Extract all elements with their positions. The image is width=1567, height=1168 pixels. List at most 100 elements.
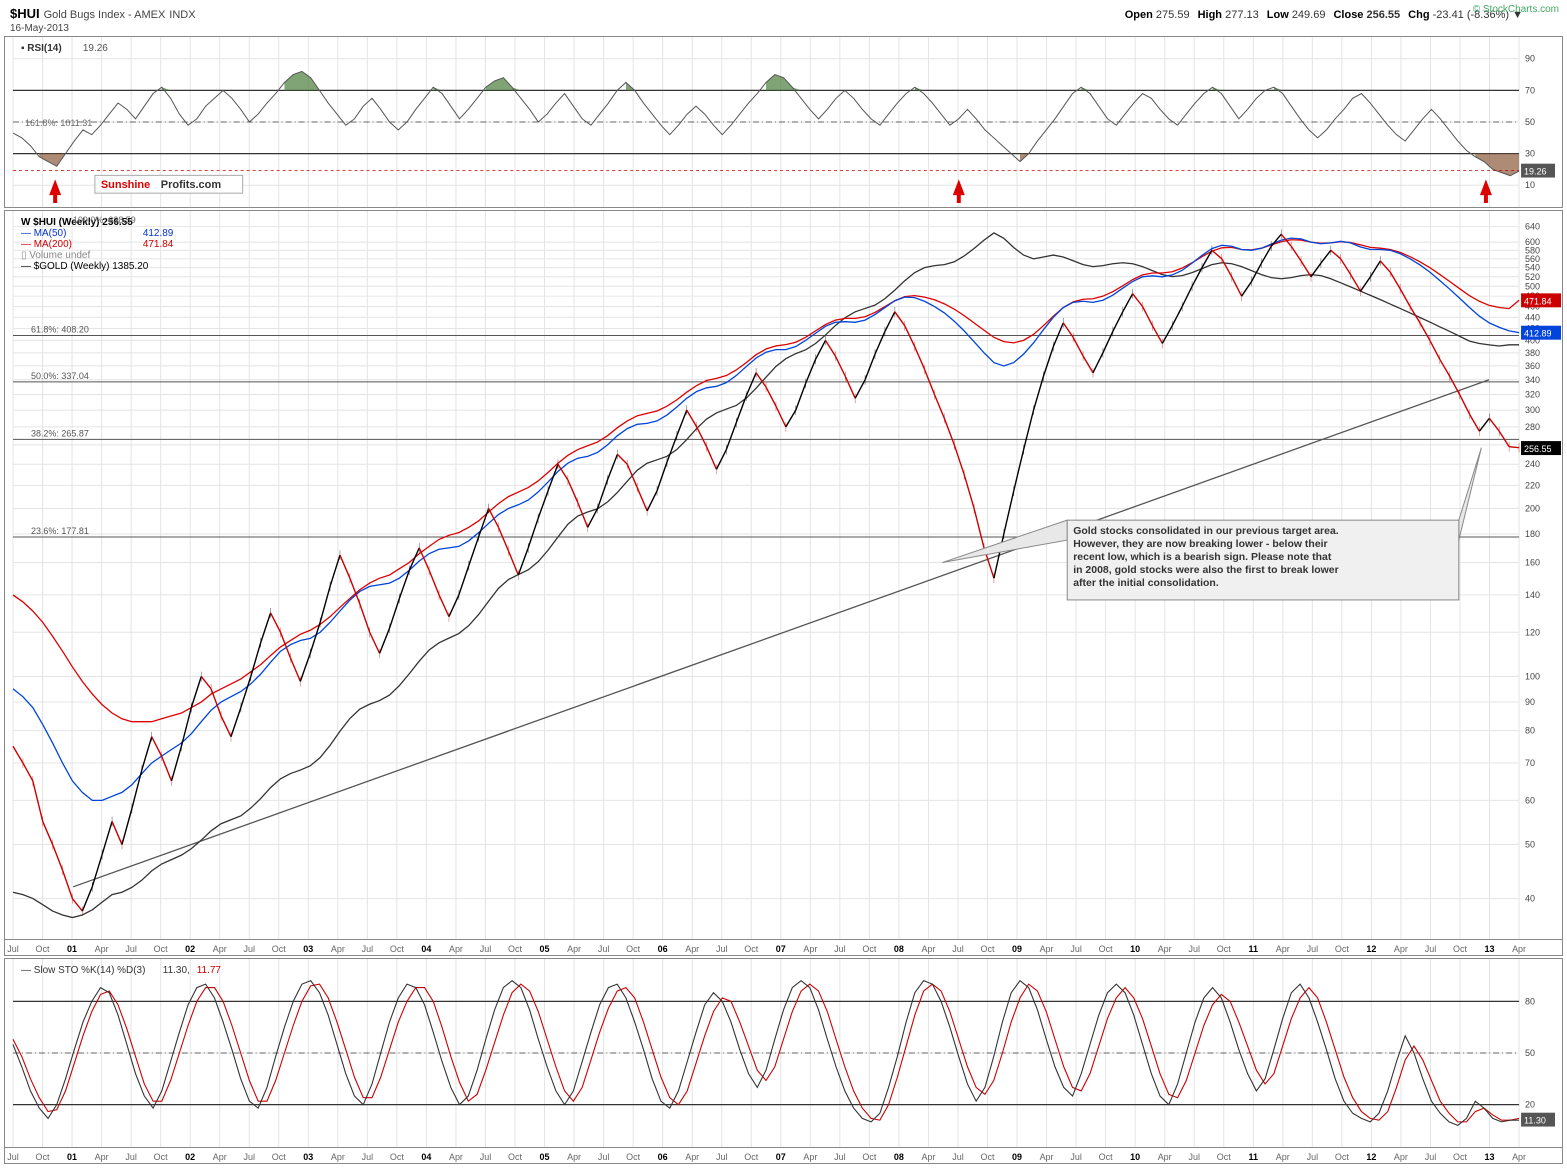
svg-text:38.2%: 265.87: 38.2%: 265.87 xyxy=(31,428,89,438)
svg-text:01: 01 xyxy=(67,944,77,954)
svg-text:Apr: Apr xyxy=(1158,1152,1172,1162)
chg-label: Chg xyxy=(1408,9,1429,21)
chart-container: © StockCharts.com $HUI Gold Bugs Index -… xyxy=(0,0,1567,1168)
svg-text:12: 12 xyxy=(1366,944,1376,954)
ohlc-row: Open 275.59 High 277.13 Low 249.69 Close… xyxy=(1125,9,1523,21)
svg-text:Jul: Jul xyxy=(480,1152,491,1162)
svg-text:360: 360 xyxy=(1525,361,1540,371)
svg-text:Apr: Apr xyxy=(1040,1152,1054,1162)
svg-text:11: 11 xyxy=(1249,1152,1258,1162)
svg-text:140: 140 xyxy=(1525,590,1540,600)
svg-text:540: 540 xyxy=(1525,263,1540,273)
svg-text:90: 90 xyxy=(1525,697,1535,707)
svg-text:13: 13 xyxy=(1485,1152,1495,1162)
svg-text:07: 07 xyxy=(776,1152,786,1162)
svg-text:Oct: Oct xyxy=(272,1152,286,1162)
svg-text:Jul: Jul xyxy=(1188,1152,1199,1162)
source-link[interactable]: © StockCharts.com xyxy=(1473,4,1559,15)
low-value: 249.69 xyxy=(1292,9,1326,21)
svg-text:in 2008, gold stocks were also: in 2008, gold stocks were also the first… xyxy=(1073,565,1339,576)
chart-header: $HUI Gold Bugs Index - AMEX INDX Open 27… xyxy=(4,4,1563,23)
svg-text:220: 220 xyxy=(1525,480,1540,490)
svg-text:Jul: Jul xyxy=(1307,944,1318,954)
svg-text:300: 300 xyxy=(1525,405,1540,415)
svg-text:Jul: Jul xyxy=(834,1152,845,1162)
svg-text:07: 07 xyxy=(776,944,786,954)
svg-text:80: 80 xyxy=(1525,996,1535,1006)
svg-text:Apr: Apr xyxy=(567,944,581,954)
svg-text:Apr: Apr xyxy=(213,944,227,954)
open-label: Open xyxy=(1125,9,1153,21)
svg-text:20: 20 xyxy=(1525,1100,1535,1110)
ticker-symbol: $HUI xyxy=(10,6,40,21)
svg-text:13: 13 xyxy=(1485,944,1495,954)
svg-text:19.26: 19.26 xyxy=(83,43,108,54)
svg-text:Apr: Apr xyxy=(1276,1152,1290,1162)
svg-text:05: 05 xyxy=(540,1152,550,1162)
svg-text:11.30,: 11.30, xyxy=(163,965,190,976)
svg-text:Apr: Apr xyxy=(1512,944,1526,954)
svg-text:Oct: Oct xyxy=(626,944,640,954)
svg-text:01: 01 xyxy=(67,1152,77,1162)
svg-text:Apr: Apr xyxy=(1394,944,1408,954)
svg-text:80: 80 xyxy=(1525,726,1535,736)
svg-text:Profits.com: Profits.com xyxy=(161,179,222,191)
svg-text:471.84: 471.84 xyxy=(1524,296,1551,306)
svg-text:Oct: Oct xyxy=(744,1152,758,1162)
svg-text:Jul: Jul xyxy=(1425,1152,1436,1162)
svg-text:Apr: Apr xyxy=(803,944,817,954)
low-label: Low xyxy=(1267,9,1289,21)
svg-text:Jul: Jul xyxy=(362,1152,373,1162)
svg-text:Oct: Oct xyxy=(1453,944,1467,954)
svg-text:after the initial consolidatio: after the initial consolidation. xyxy=(1073,578,1219,589)
svg-text:09: 09 xyxy=(1012,944,1022,954)
svg-text:04: 04 xyxy=(421,1152,431,1162)
svg-text:30: 30 xyxy=(1525,149,1535,159)
svg-text:Apr: Apr xyxy=(95,944,109,954)
ticker-name: Gold Bugs Index - AMEX xyxy=(44,9,166,21)
svg-text:Jul: Jul xyxy=(1188,944,1199,954)
svg-text:Jul: Jul xyxy=(125,1152,136,1162)
svg-text:500: 500 xyxy=(1525,281,1540,291)
svg-text:Apr: Apr xyxy=(567,1152,581,1162)
high-label: High xyxy=(1198,9,1222,21)
svg-text:Apr: Apr xyxy=(921,1152,935,1162)
svg-text:Apr: Apr xyxy=(449,944,463,954)
svg-text:Apr: Apr xyxy=(331,1152,345,1162)
svg-text:Oct: Oct xyxy=(390,944,404,954)
svg-text:Apr: Apr xyxy=(1158,944,1172,954)
svg-text:Sunshine: Sunshine xyxy=(101,179,150,191)
svg-text:60: 60 xyxy=(1525,795,1535,805)
svg-text:Jul: Jul xyxy=(952,944,963,954)
svg-text:Oct: Oct xyxy=(1099,1152,1113,1162)
svg-text:50: 50 xyxy=(1525,840,1535,850)
svg-text:Jul: Jul xyxy=(716,1152,727,1162)
svg-text:560: 560 xyxy=(1525,254,1540,264)
svg-text:200: 200 xyxy=(1525,503,1540,513)
svg-text:50: 50 xyxy=(1525,117,1535,127)
open-value: 275.59 xyxy=(1156,9,1190,21)
svg-text:90: 90 xyxy=(1525,54,1535,64)
svg-text:240: 240 xyxy=(1525,459,1540,469)
svg-text:— Slow STO %K(14) %D(3): — Slow STO %K(14) %D(3) xyxy=(21,965,145,976)
svg-text:10: 10 xyxy=(1525,180,1535,190)
svg-text:Apr: Apr xyxy=(921,944,935,954)
svg-text:520: 520 xyxy=(1525,272,1540,282)
svg-text:412.89: 412.89 xyxy=(1524,329,1551,339)
svg-text:08: 08 xyxy=(894,944,904,954)
svg-text:120: 120 xyxy=(1525,627,1540,637)
svg-text:320: 320 xyxy=(1525,389,1540,399)
svg-text:100.0%: 638.59: 100.0%: 638.59 xyxy=(73,215,136,225)
svg-text:02: 02 xyxy=(185,944,195,954)
high-value: 277.13 xyxy=(1225,9,1259,21)
svg-text:11: 11 xyxy=(1249,944,1258,954)
svg-text:600: 600 xyxy=(1525,237,1540,247)
svg-text:10: 10 xyxy=(1130,1152,1140,1162)
svg-text:Jul: Jul xyxy=(243,1152,254,1162)
svg-text:Oct: Oct xyxy=(1335,944,1349,954)
svg-text:70: 70 xyxy=(1525,758,1535,768)
svg-text:256.55: 256.55 xyxy=(1524,444,1551,454)
svg-text:Oct: Oct xyxy=(862,1152,876,1162)
svg-text:471.84: 471.84 xyxy=(143,239,174,250)
svg-text:Oct: Oct xyxy=(36,944,50,954)
